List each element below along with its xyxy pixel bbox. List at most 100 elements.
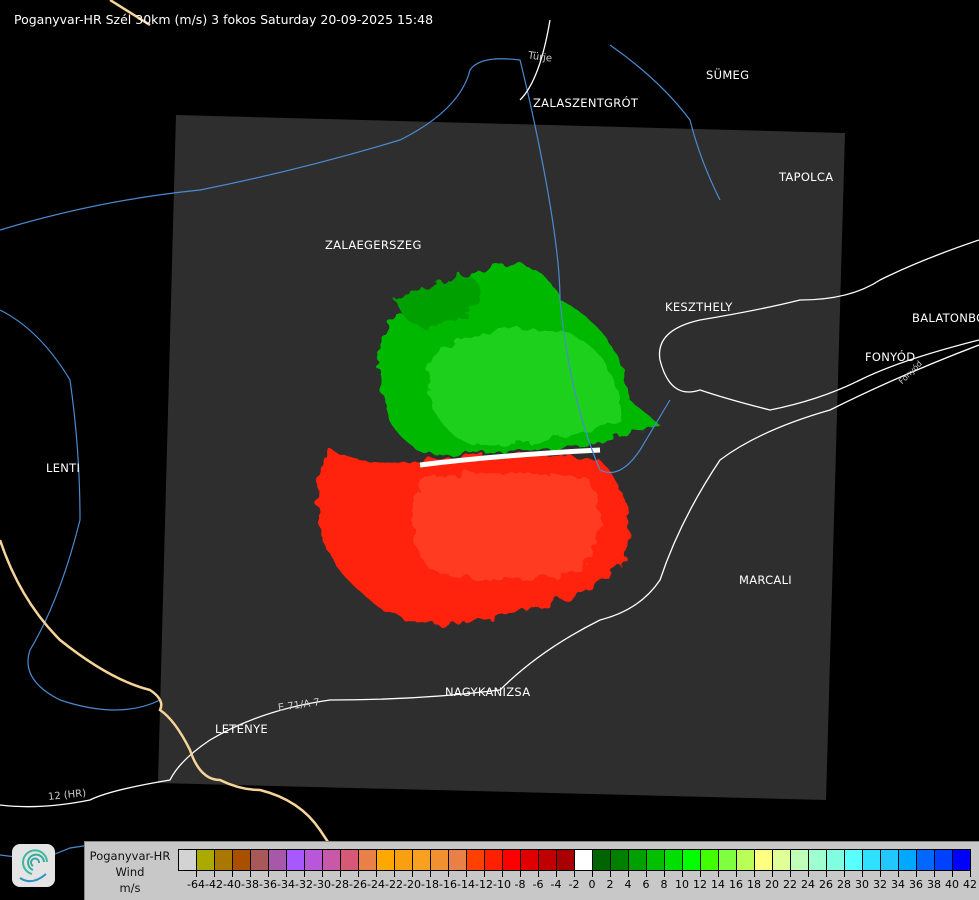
legend-tick xyxy=(268,870,269,877)
legend-tick xyxy=(952,870,953,877)
legend-title: Poganyvar-HR Wind m/s xyxy=(85,848,175,896)
legend-color-box xyxy=(593,850,611,870)
legend-title-line: Wind xyxy=(115,865,145,879)
legend-tick-label: -36 xyxy=(259,878,277,891)
legend-tick-label: 18 xyxy=(747,878,761,891)
legend-color-box xyxy=(737,850,755,870)
legend-tick xyxy=(520,870,521,877)
legend-tick-label: 38 xyxy=(927,878,941,891)
legend-tick xyxy=(394,870,395,877)
swirl-logo-icon xyxy=(19,849,48,883)
legend-color-box xyxy=(791,850,809,870)
legend-tick-label: 40 xyxy=(945,878,959,891)
legend-color-box xyxy=(233,850,251,870)
legend-tick-label: -20 xyxy=(403,878,421,891)
legend-color-box xyxy=(449,850,467,870)
legend-tick xyxy=(376,870,377,877)
legend-tick xyxy=(466,870,467,877)
legend-tick-label: 22 xyxy=(783,878,797,891)
legend-tick xyxy=(286,870,287,877)
legend-tick xyxy=(916,870,917,877)
legend-tick xyxy=(628,870,629,877)
legend-tick xyxy=(790,870,791,877)
legend-tick-label: -30 xyxy=(313,878,331,891)
precipitation-approaching xyxy=(377,264,660,455)
place-label: NAGYKANIZSA xyxy=(445,685,531,699)
legend-color-box xyxy=(539,850,557,870)
legend-tick xyxy=(214,870,215,877)
legend-tick xyxy=(304,870,305,877)
legend-tick-label: -40 xyxy=(223,878,241,891)
legend-color-box xyxy=(395,850,413,870)
legend-tick-label: 16 xyxy=(729,878,743,891)
velocity-zero-line xyxy=(419,447,601,468)
legend-tick xyxy=(502,870,503,877)
legend-color-box xyxy=(611,850,629,870)
legend-tick xyxy=(484,870,485,877)
legend-tick-label: 10 xyxy=(675,878,689,891)
legend-tick-label: -16 xyxy=(439,878,457,891)
legend-tick xyxy=(718,870,719,877)
legend-tick xyxy=(934,870,935,877)
place-label: TAPOLCA xyxy=(779,170,834,184)
legend-tick-label: -4 xyxy=(550,878,562,891)
legend-tick xyxy=(196,870,197,877)
map-title: Poganyvar-HR Szél 30km (m/s) 3 fokos Sat… xyxy=(14,12,434,27)
legend-tick xyxy=(880,870,881,877)
legend-tick-label: 36 xyxy=(909,878,923,891)
legend-tick-label: -64 xyxy=(187,878,205,891)
legend-tick xyxy=(898,870,899,877)
legend-tick-label: 6 xyxy=(642,878,650,891)
legend-color-box xyxy=(845,850,863,870)
legend-tick xyxy=(862,870,863,877)
legend-color-box xyxy=(719,850,737,870)
legend-tick xyxy=(736,870,737,877)
place-label: MARCALI xyxy=(739,573,793,587)
legend-color-box xyxy=(359,850,377,870)
legend-tick xyxy=(970,870,971,877)
legend-color-box xyxy=(431,850,449,870)
legend-tick xyxy=(232,870,233,877)
legend-tick-label: 28 xyxy=(837,878,851,891)
legend-tick xyxy=(664,870,665,877)
place-label: SÜMEG xyxy=(706,68,750,82)
legend-color-box xyxy=(755,850,773,870)
legend-color-box xyxy=(287,850,305,870)
legend-tick-label: -38 xyxy=(241,878,259,891)
legend-tick-label: 12 xyxy=(693,878,707,891)
legend-tick-label: -12 xyxy=(475,878,493,891)
legend-color-box xyxy=(881,850,899,870)
legend-tick xyxy=(430,870,431,877)
legend-color-box xyxy=(377,850,395,870)
legend-color-box xyxy=(503,850,521,870)
legend-color-box xyxy=(467,850,485,870)
legend-color-box xyxy=(179,850,197,870)
legend-color-box xyxy=(773,850,791,870)
legend-color-box xyxy=(269,850,287,870)
legend-tick xyxy=(592,870,593,877)
legend-color-box xyxy=(953,850,970,870)
legend-tick-label: 14 xyxy=(711,878,725,891)
legend-tick-label: -2 xyxy=(568,878,580,891)
legend-tick xyxy=(412,870,413,877)
precipitation-receding xyxy=(316,450,630,625)
legend-tick-label: -18 xyxy=(421,878,439,891)
legend-tick-label: -10 xyxy=(493,878,511,891)
legend-tick xyxy=(646,870,647,877)
legend-color-box xyxy=(629,850,647,870)
legend-tick-label: 26 xyxy=(819,878,833,891)
legend-tick-label: -22 xyxy=(385,878,403,891)
place-label: KESZTHELY xyxy=(665,300,733,314)
legend-tick xyxy=(772,870,773,877)
legend-tick xyxy=(358,870,359,877)
place-label: FONYÓD xyxy=(865,350,916,364)
legend-color-box xyxy=(809,850,827,870)
legend-tick-label: -26 xyxy=(349,878,367,891)
legend-color-box xyxy=(863,850,881,870)
legend-color-box xyxy=(899,850,917,870)
legend-tick xyxy=(448,870,449,877)
legend-tick-label: 34 xyxy=(891,878,905,891)
legend-tick-label: 42 xyxy=(963,878,977,891)
